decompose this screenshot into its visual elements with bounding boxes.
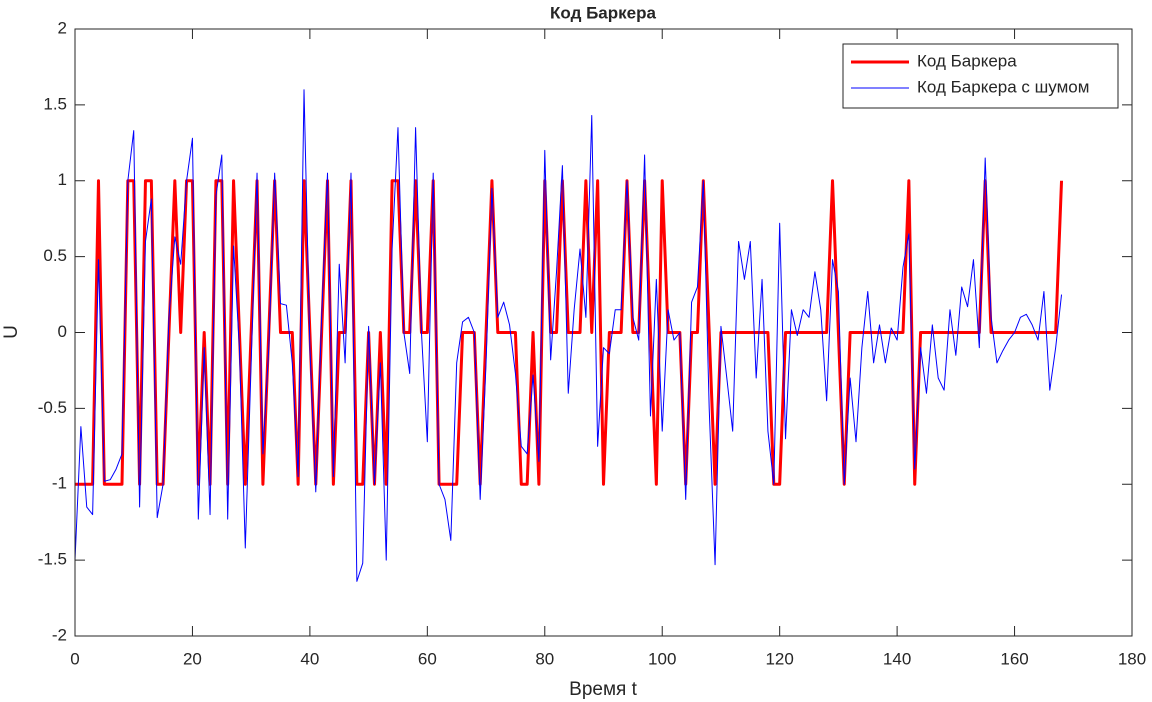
legend-label: Код Баркера	[917, 51, 1017, 70]
y-axis-label: U	[1, 325, 22, 339]
y-tick-label: -0.5	[38, 398, 67, 417]
x-tick-label: 40	[300, 649, 319, 668]
y-tick-label: -2	[52, 625, 67, 644]
data-line	[75, 179, 1064, 486]
chart-title: Код Баркера	[550, 3, 656, 22]
x-tick-label: 20	[183, 649, 202, 668]
y-tick-label: -1.5	[38, 550, 67, 569]
x-tick-label: 160	[1000, 649, 1028, 668]
y-tick-label: 1.5	[43, 94, 67, 113]
x-tick-label: 100	[648, 649, 676, 668]
legend-box	[842, 43, 1119, 109]
x-tick-label: 120	[765, 649, 793, 668]
axes-box	[74, 28, 1133, 637]
legend-label: Код Баркера с шумом	[917, 77, 1089, 96]
y-tick-label: 2	[58, 18, 67, 37]
y-tick-label: 0.5	[43, 246, 67, 265]
data-line	[74, 89, 1063, 582]
x-axis-label: Время t	[569, 679, 637, 700]
y-tick-label: 1	[58, 170, 67, 189]
x-tick-label: 180	[1118, 649, 1146, 668]
x-tick-label: 60	[418, 649, 437, 668]
x-tick-label: 80	[535, 649, 554, 668]
x-tick-label: 0	[70, 649, 79, 668]
x-tick-label: 140	[883, 649, 911, 668]
y-tick-label: 0	[58, 322, 67, 341]
y-tick-label: -1	[52, 474, 67, 493]
